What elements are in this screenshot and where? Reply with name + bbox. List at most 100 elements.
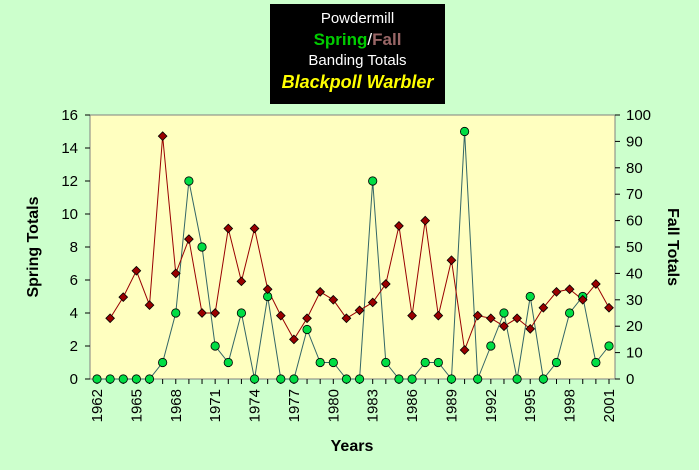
spring-point bbox=[118, 374, 128, 384]
fall-point bbox=[249, 223, 260, 234]
fall-point bbox=[577, 294, 588, 305]
fall-point bbox=[499, 321, 509, 332]
fall-point bbox=[446, 255, 457, 266]
fall-point bbox=[354, 305, 365, 316]
fall-point bbox=[184, 234, 194, 244]
y-left-tick-label: 16 bbox=[61, 107, 78, 124]
y-left-tick-label: 0 bbox=[70, 371, 78, 388]
title-spring: Spring bbox=[313, 30, 368, 49]
x-tick-label: 1983 bbox=[365, 389, 382, 422]
fall-point bbox=[170, 268, 181, 279]
spring-point bbox=[433, 357, 443, 368]
spring-point bbox=[381, 357, 391, 368]
spring-point bbox=[525, 291, 535, 302]
x-tick-label: 1992 bbox=[483, 389, 500, 422]
y-right-tick-label: 80 bbox=[626, 160, 643, 177]
spring-point bbox=[210, 341, 220, 351]
y-left-tick-label: 10 bbox=[61, 206, 78, 223]
x-tick-label: 1965 bbox=[128, 389, 145, 422]
fall-point bbox=[236, 276, 247, 287]
y-left-tick-label: 6 bbox=[70, 272, 78, 289]
fall-point bbox=[118, 292, 129, 303]
spring-point bbox=[171, 308, 181, 318]
spring-point bbox=[354, 374, 365, 384]
y-right-tick-label: 50 bbox=[626, 239, 643, 256]
x-tick-label: 1998 bbox=[562, 389, 579, 422]
spring-point bbox=[512, 374, 522, 384]
fall-point bbox=[380, 279, 391, 289]
spring-point bbox=[144, 374, 155, 384]
y-right-tick-label: 90 bbox=[626, 133, 643, 150]
fall-point bbox=[407, 310, 417, 321]
fall-point bbox=[315, 287, 326, 297]
spring-point bbox=[315, 357, 325, 368]
plot-area bbox=[89, 114, 616, 380]
y-right-tick-label: 20 bbox=[626, 318, 643, 335]
fall-point bbox=[485, 313, 496, 324]
spring-series-line bbox=[97, 131, 610, 381]
fall-point bbox=[433, 310, 444, 321]
y-right-tick-label: 70 bbox=[626, 186, 643, 203]
y-right-tick-label: 40 bbox=[626, 265, 643, 282]
y-right-tick-label: 30 bbox=[626, 292, 643, 309]
axes: 0 2 4 6 8 10 12 14 16 0 10 20 30 40 50 60 70 80 90 100 1962 1… bbox=[61, 107, 651, 422]
title-fall: Fall bbox=[372, 30, 402, 49]
fall-point bbox=[131, 265, 142, 276]
x-tick-label: 1974 bbox=[247, 389, 264, 422]
fall-point bbox=[472, 310, 483, 321]
fall-point bbox=[223, 223, 234, 234]
spring-point bbox=[289, 374, 299, 384]
spring-point bbox=[420, 357, 430, 368]
spring-point bbox=[223, 357, 233, 368]
spring-point bbox=[158, 357, 168, 368]
spring-point bbox=[499, 308, 509, 318]
title-line-location: Powdermill bbox=[320, 10, 395, 27]
fall-point bbox=[197, 308, 207, 318]
title-line-totals: Banding Totals bbox=[308, 52, 407, 69]
spring-point bbox=[184, 176, 194, 186]
x-tick-label: 1962 bbox=[89, 389, 106, 422]
spring-point bbox=[105, 374, 115, 384]
spring-point bbox=[394, 374, 404, 384]
x-tick-label: 1995 bbox=[522, 389, 539, 422]
fall-point bbox=[367, 297, 378, 308]
y-right-tick-label: 10 bbox=[626, 345, 643, 362]
fall-point bbox=[551, 287, 562, 297]
series-markers bbox=[92, 126, 614, 384]
spring-point bbox=[538, 374, 548, 384]
fall-point bbox=[525, 323, 536, 334]
y-left-tick-label: 12 bbox=[61, 173, 78, 190]
fall-point bbox=[289, 334, 299, 345]
fall-point bbox=[328, 294, 339, 305]
fall-point bbox=[512, 313, 522, 324]
fall-point bbox=[302, 313, 312, 324]
spring-point bbox=[565, 308, 575, 318]
x-tick-label: 1968 bbox=[168, 389, 185, 422]
spring-point bbox=[486, 341, 496, 351]
spring-point bbox=[551, 357, 562, 368]
spring-point bbox=[591, 357, 601, 368]
x-tick-label: 1989 bbox=[443, 389, 460, 422]
fall-point bbox=[262, 284, 273, 295]
y-right-tick-label: 100 bbox=[626, 107, 651, 124]
y-right-tick-label: 0 bbox=[626, 371, 634, 388]
y-right-tick-label: 60 bbox=[626, 213, 643, 230]
spring-point bbox=[276, 374, 286, 384]
spring-point bbox=[473, 374, 483, 384]
spring-point bbox=[197, 242, 207, 252]
fall-point bbox=[564, 284, 575, 295]
y-axis-left-label: Spring Totals bbox=[25, 196, 42, 297]
spring-point bbox=[328, 357, 338, 368]
fall-point bbox=[144, 300, 155, 310]
x-tick-label: 1977 bbox=[286, 389, 303, 422]
spring-point bbox=[131, 374, 141, 384]
title-line-season: Spring/Fall bbox=[270, 28, 445, 52]
spring-point bbox=[407, 374, 417, 384]
y-left-tick-label: 4 bbox=[70, 305, 78, 322]
title-line-species: Blackpoll Warbler bbox=[281, 72, 434, 92]
spring-point bbox=[302, 324, 312, 335]
spring-point bbox=[459, 126, 470, 137]
fall-point bbox=[157, 131, 168, 141]
fall-point bbox=[459, 345, 470, 355]
